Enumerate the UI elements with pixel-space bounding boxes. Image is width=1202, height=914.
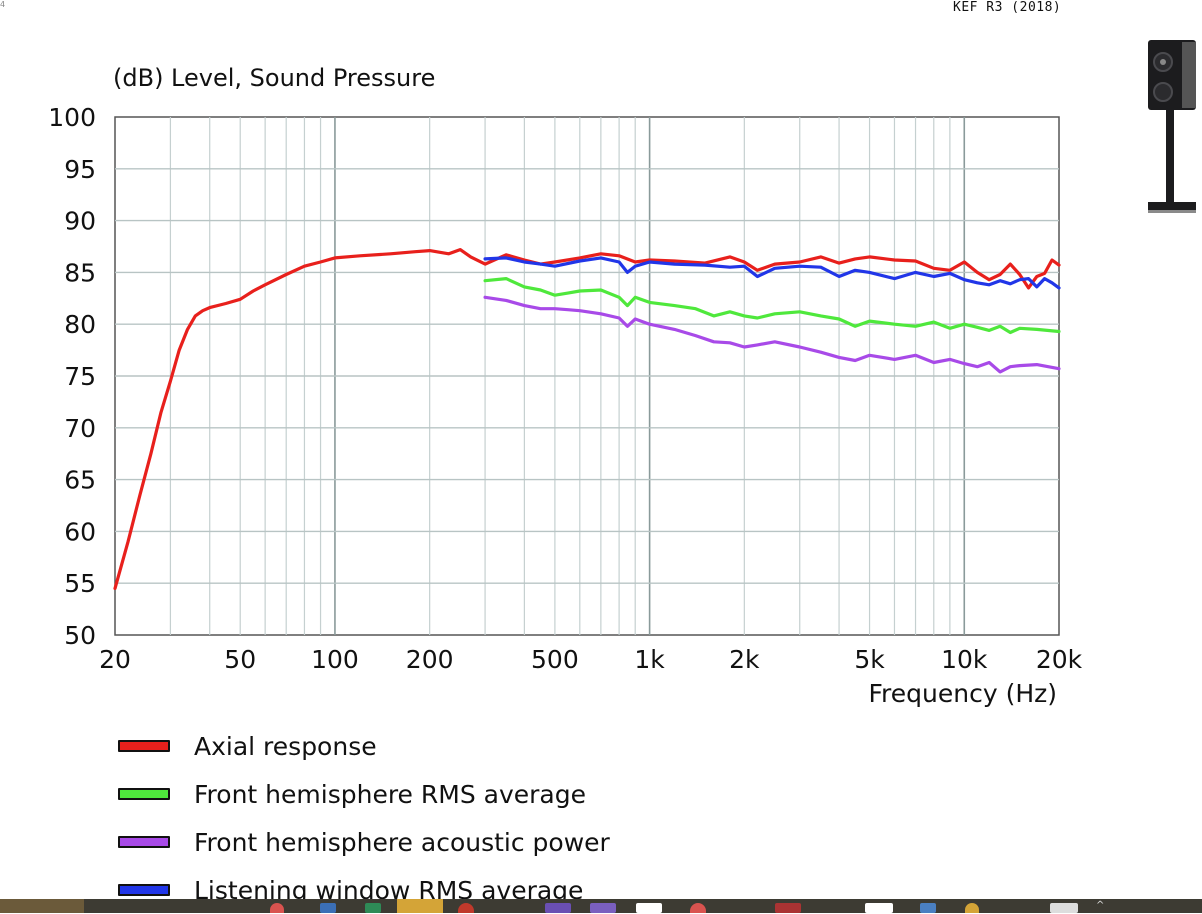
y-tick-label: 75 [64,362,96,391]
x-tick-label: 5k [854,645,885,674]
legend-label: Front hemisphere acoustic power [194,827,610,857]
y-tick-label: 90 [64,207,96,236]
taskbar-app-icon[interactable] [775,903,801,913]
x-tick-label: 10k [941,645,988,674]
x-tick-label: 1k [634,645,665,674]
taskbar-app-icon[interactable] [590,903,616,913]
y-tick-label: 85 [64,258,96,287]
legend-swatch [118,836,170,848]
frequency-response-chart: (dB) Level, Sound Pressure 100 95 90 85 80 75… [48,64,1083,708]
x-axis-label: Frequency (Hz) [868,679,1057,708]
taskbar-app-icon[interactable] [270,903,284,913]
series-line [483,277,1061,335]
y-tick-label: 60 [64,517,96,546]
taskbar: ^ [0,899,1202,913]
y-axis-ticks: 100 95 90 85 80 75 70 65 60 55 50 [48,103,96,650]
legend-item: Front hemisphere acoustic power [118,818,610,866]
taskbar-app-icon[interactable] [320,903,336,913]
taskbar-app-icon[interactable] [636,903,662,913]
chart-title: (dB) Level, Sound Pressure [113,64,435,92]
speaker-icon [1148,40,1196,213]
taskbar-app-icon[interactable] [920,903,936,913]
legend-item: Front hemisphere RMS average [118,770,610,818]
taskbar-app-icon[interactable] [545,903,571,913]
taskbar-app-icon[interactable] [458,903,474,913]
taskbar-app-icon[interactable] [1050,903,1078,913]
taskbar-app-active[interactable] [397,899,443,913]
y-tick-label: 50 [64,621,96,650]
chevron-up-icon[interactable]: ^ [1096,900,1105,911]
legend-label: Front hemisphere RMS average [194,779,586,809]
y-tick-label: 55 [64,569,96,598]
legend-swatch [118,740,170,752]
series-lines [113,248,1061,591]
x-tick-label: 20 [99,645,131,674]
chart-legend: Axial response Front hemisphere RMS aver… [118,722,610,914]
y-tick-label: 80 [64,310,96,339]
series-line [483,256,1061,290]
y-tick-label: 65 [64,466,96,495]
x-tick-label: 20k [1036,645,1083,674]
taskbar-app-icon[interactable] [365,903,381,913]
x-tick-label: 500 [531,645,579,674]
taskbar-app-icon[interactable] [690,903,706,913]
series-line [113,248,1061,591]
start-button[interactable] [0,899,84,913]
x-tick-label: 100 [311,645,359,674]
y-tick-label: 70 [64,414,96,443]
x-tick-label: 50 [224,645,256,674]
x-tick-label: 2k [729,645,760,674]
legend-label: Axial response [194,731,377,761]
corner-mark: 4 [0,0,6,9]
legend-swatch [118,884,170,896]
series-line [483,295,1061,374]
y-tick-label: 95 [64,155,96,184]
legend-swatch [118,788,170,800]
y-tick-label: 100 [48,103,96,132]
x-tick-label: 200 [406,645,454,674]
legend-item: Axial response [118,722,610,770]
page-title: KEF R3 (2018) [953,0,1062,15]
grid-lines [115,117,1059,635]
x-axis-ticks: 20 50 100 200 500 1k 2k 5k 10k 20k [99,645,1083,674]
taskbar-app-icon[interactable] [965,903,979,913]
taskbar-app-icon[interactable] [865,903,893,913]
